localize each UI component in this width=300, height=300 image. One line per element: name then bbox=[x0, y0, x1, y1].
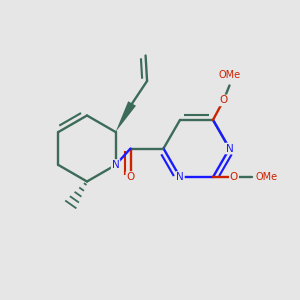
Text: OMe: OMe bbox=[255, 172, 277, 182]
Text: N: N bbox=[176, 172, 184, 182]
Text: O: O bbox=[219, 95, 228, 105]
Polygon shape bbox=[116, 101, 136, 132]
Text: O: O bbox=[230, 172, 238, 182]
Text: OMe: OMe bbox=[218, 70, 241, 80]
Text: O: O bbox=[126, 172, 135, 182]
Text: N: N bbox=[226, 143, 233, 154]
Text: N: N bbox=[112, 160, 119, 170]
